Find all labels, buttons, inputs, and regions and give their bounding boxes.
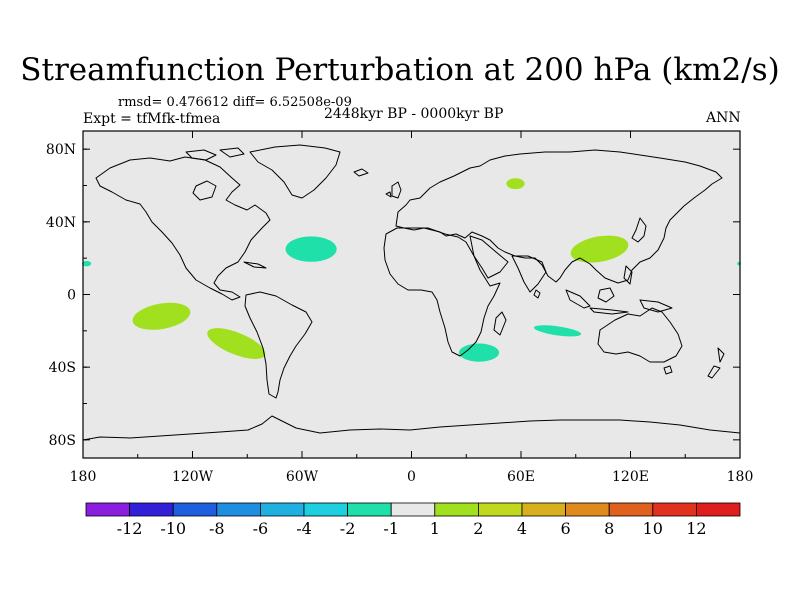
anomaly-siberia-positive <box>506 178 525 190</box>
coast-africa <box>383 227 501 357</box>
colorbar-swatch <box>652 502 697 517</box>
anomaly-indian-ocean-negative <box>533 325 582 337</box>
y-tick-label: 40S <box>49 360 76 376</box>
colorbar-label: -8 <box>209 519 225 538</box>
colorbar-label: -4 <box>296 519 312 538</box>
coast-japan <box>631 217 647 243</box>
coast-cuba <box>243 261 267 269</box>
colorbar-swatch <box>347 502 392 517</box>
y-tick-label: 0 <box>67 288 76 304</box>
plot-title: Streamfunction Perturbation at 200 hPa (… <box>20 52 780 88</box>
colorbar-label: 6 <box>561 519 571 538</box>
coast-philippines <box>623 265 633 285</box>
colorbar-swatch <box>390 502 436 517</box>
colorbar-swatch <box>434 502 479 517</box>
coast-madagascar <box>493 311 507 336</box>
anomaly-south-pacific-positive <box>132 302 191 330</box>
coast-greenland <box>249 144 341 199</box>
colorbar-label: 2 <box>473 519 483 538</box>
coast-arabia <box>469 235 509 279</box>
coast-tasmania <box>663 365 673 375</box>
colorbar: -12 -10 -8 -6 -4 -2 -1 1 2 4 6 8 10 12 <box>85 502 741 538</box>
colorbar-swatch <box>172 502 218 517</box>
colorbar-swatch <box>259 502 305 517</box>
anomaly-pacific-edge-negative <box>82 260 92 267</box>
colorbar-label: 4 <box>517 519 527 538</box>
coast-new-zealand <box>707 347 725 379</box>
x-tick-label: 60E <box>507 469 535 485</box>
season-label: ANN <box>706 110 741 126</box>
colorbar-label: -10 <box>160 519 186 538</box>
colorbar-swatch <box>696 502 741 517</box>
y-tick-label: 40N <box>46 215 76 231</box>
colorbar-swatch <box>608 502 654 517</box>
coastlines <box>82 144 741 441</box>
anomaly-south-america-pacific-positive <box>207 328 266 359</box>
coast-new-guinea <box>639 299 673 313</box>
x-tick-label: 120W <box>172 469 214 485</box>
colorbar-label: -2 <box>340 519 356 538</box>
colorbar-swatch <box>85 502 130 517</box>
coast-hudson-bay <box>192 180 217 201</box>
colorbar-label: 10 <box>643 519 663 538</box>
colorbar-swatch <box>303 502 348 517</box>
map-background <box>83 131 740 458</box>
anomaly-south-asia-positive <box>570 235 629 263</box>
x-tick-label: 60W <box>286 469 319 485</box>
colorbar-swatch <box>129 502 174 517</box>
coast-india <box>511 255 547 293</box>
colorbar-swatch <box>216 502 261 517</box>
coast-arctic-islands <box>185 147 245 161</box>
colorbar-swatch <box>565 502 610 517</box>
coast-north-america <box>95 156 271 301</box>
y-tick-label: 80N <box>46 142 76 158</box>
colorbar-label: 12 <box>686 519 706 538</box>
anomaly-central-atlantic-negative <box>285 236 337 262</box>
experiment-label: Expt = tfMfk-tfmea <box>83 111 221 127</box>
stats-line: rmsd= 0.476612 diff= 6.52508e-09 <box>118 95 352 110</box>
colorbar-label: 8 <box>604 519 614 538</box>
coast-australia <box>597 307 683 363</box>
x-tick-label: 180 <box>70 469 97 485</box>
axis-ticks: 180 120W 60W 0 60E 120E 180 80N 40N 0 40S 80S <box>46 131 753 485</box>
colorbar-label: 1 <box>430 519 440 538</box>
colorbar-label: -1 <box>383 519 399 538</box>
anomaly-south-africa-negative <box>458 343 500 362</box>
period-label: 2448kyr BP - 0000kyr BP <box>324 106 504 122</box>
coast-iceland <box>353 168 369 177</box>
coast-south-america <box>244 291 313 399</box>
colorbar-swatch <box>521 502 566 517</box>
colorbar-swatch <box>477 502 523 517</box>
x-tick-label: 180 <box>727 469 754 485</box>
anomaly-layer <box>82 178 741 362</box>
colorbar-label: -12 <box>117 519 143 538</box>
colorbar-label: -6 <box>253 519 269 538</box>
y-tick-label: 80S <box>49 433 76 449</box>
coast-antarctica <box>82 415 741 441</box>
x-tick-label: 0 <box>407 469 416 485</box>
coast-indonesia <box>565 287 629 315</box>
x-tick-label: 120E <box>612 469 649 485</box>
coast-british-isles <box>385 181 402 199</box>
coast-eurasia <box>395 149 723 284</box>
coast-sri-lanka <box>533 289 541 299</box>
